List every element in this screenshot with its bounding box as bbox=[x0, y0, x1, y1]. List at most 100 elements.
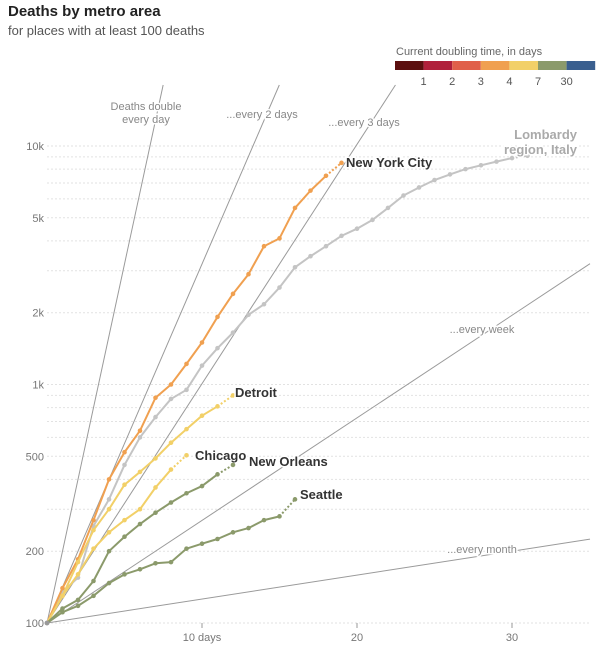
data-point bbox=[122, 462, 127, 468]
legend-label: 4 bbox=[506, 76, 512, 88]
data-point bbox=[137, 521, 143, 527]
y-tick-label: 10k bbox=[26, 141, 44, 153]
data-point bbox=[416, 185, 422, 190]
data-point bbox=[246, 312, 251, 318]
series-line bbox=[46, 405, 219, 624]
legend-swatch bbox=[452, 61, 481, 70]
data-point bbox=[199, 413, 205, 418]
chart-title: Deaths by metro area bbox=[8, 3, 161, 20]
data-point bbox=[153, 485, 158, 490]
data-point bbox=[199, 363, 205, 368]
data-point bbox=[106, 548, 112, 554]
data-point bbox=[122, 517, 127, 523]
legend-swatch bbox=[566, 61, 596, 70]
y-tick-label: 100 bbox=[26, 618, 44, 630]
data-point bbox=[323, 243, 329, 249]
reference-line bbox=[46, 84, 280, 624]
series-label: Seattle bbox=[300, 487, 343, 502]
data-point bbox=[261, 243, 267, 249]
data-point bbox=[75, 597, 81, 603]
data-point bbox=[339, 160, 344, 166]
series-line bbox=[46, 157, 513, 624]
data-point bbox=[60, 606, 65, 611]
legend-swatch bbox=[509, 61, 538, 70]
series-projection bbox=[216, 394, 234, 408]
series-label: New York City bbox=[346, 155, 433, 170]
series-label: Lombardy bbox=[514, 127, 578, 142]
data-point bbox=[230, 462, 236, 468]
data-point bbox=[199, 541, 205, 547]
reference-line-label: ...every 2 days bbox=[226, 109, 298, 121]
legend-label: 3 bbox=[478, 76, 484, 88]
series-projection bbox=[170, 454, 188, 471]
data-point bbox=[401, 193, 406, 198]
legend-label: 2 bbox=[449, 76, 455, 88]
series-projection bbox=[278, 498, 296, 518]
data-point bbox=[106, 477, 112, 482]
x-tick-label: 20 bbox=[351, 632, 363, 644]
series-line bbox=[46, 468, 172, 624]
data-point bbox=[184, 387, 189, 393]
data-point bbox=[494, 159, 499, 164]
data-point bbox=[91, 517, 96, 523]
y-tick-label: 200 bbox=[26, 546, 44, 558]
series-line bbox=[46, 473, 219, 624]
data-point bbox=[168, 396, 174, 402]
data-point bbox=[215, 536, 220, 542]
legend-swatch bbox=[538, 61, 567, 70]
data-point bbox=[478, 162, 484, 168]
reference-line bbox=[46, 263, 591, 624]
data-point bbox=[168, 382, 174, 387]
data-point bbox=[153, 510, 158, 516]
data-point bbox=[385, 205, 391, 211]
data-point bbox=[75, 572, 81, 577]
data-point bbox=[153, 456, 158, 461]
x-tick-label: 10 days bbox=[183, 632, 222, 644]
data-point bbox=[339, 233, 344, 239]
data-point bbox=[106, 497, 112, 502]
data-point bbox=[122, 482, 127, 488]
data-point bbox=[230, 330, 236, 335]
series-projection bbox=[216, 464, 234, 476]
data-point bbox=[91, 546, 96, 551]
data-point bbox=[168, 467, 174, 472]
data-point bbox=[184, 426, 189, 432]
reference-line-label: ...every 3 days bbox=[328, 117, 400, 129]
data-point bbox=[230, 393, 236, 398]
series-projection bbox=[511, 154, 528, 160]
data-point bbox=[246, 271, 251, 277]
data-point bbox=[230, 530, 236, 535]
data-point bbox=[463, 166, 468, 172]
reference-line bbox=[46, 84, 396, 624]
data-point bbox=[106, 506, 112, 512]
data-point bbox=[137, 435, 143, 440]
data-point bbox=[199, 483, 205, 489]
data-point bbox=[60, 585, 65, 591]
data-point bbox=[432, 177, 437, 183]
data-point bbox=[354, 226, 360, 232]
legend-label: 7 bbox=[535, 76, 541, 88]
data-point bbox=[215, 345, 220, 351]
data-point bbox=[168, 440, 174, 446]
data-point bbox=[292, 497, 298, 502]
data-point bbox=[168, 559, 174, 565]
data-point bbox=[277, 285, 282, 290]
reference-line-label: every day bbox=[122, 114, 170, 126]
data-point bbox=[168, 500, 174, 505]
data-point bbox=[122, 449, 127, 455]
data-point bbox=[308, 253, 313, 259]
data-point bbox=[153, 414, 158, 420]
data-point bbox=[525, 153, 530, 159]
reference-line bbox=[46, 538, 591, 624]
y-tick-label: 2k bbox=[32, 308, 44, 320]
reference-line-label: ...every month bbox=[447, 544, 517, 556]
reference-line bbox=[46, 84, 164, 624]
data-point bbox=[106, 530, 112, 535]
origin-point bbox=[44, 620, 50, 626]
data-point bbox=[137, 428, 143, 434]
legend-swatch bbox=[395, 61, 424, 70]
data-point bbox=[153, 395, 158, 401]
data-point bbox=[153, 560, 158, 566]
chart-subtitle: for places with at least 100 deaths bbox=[8, 23, 205, 38]
